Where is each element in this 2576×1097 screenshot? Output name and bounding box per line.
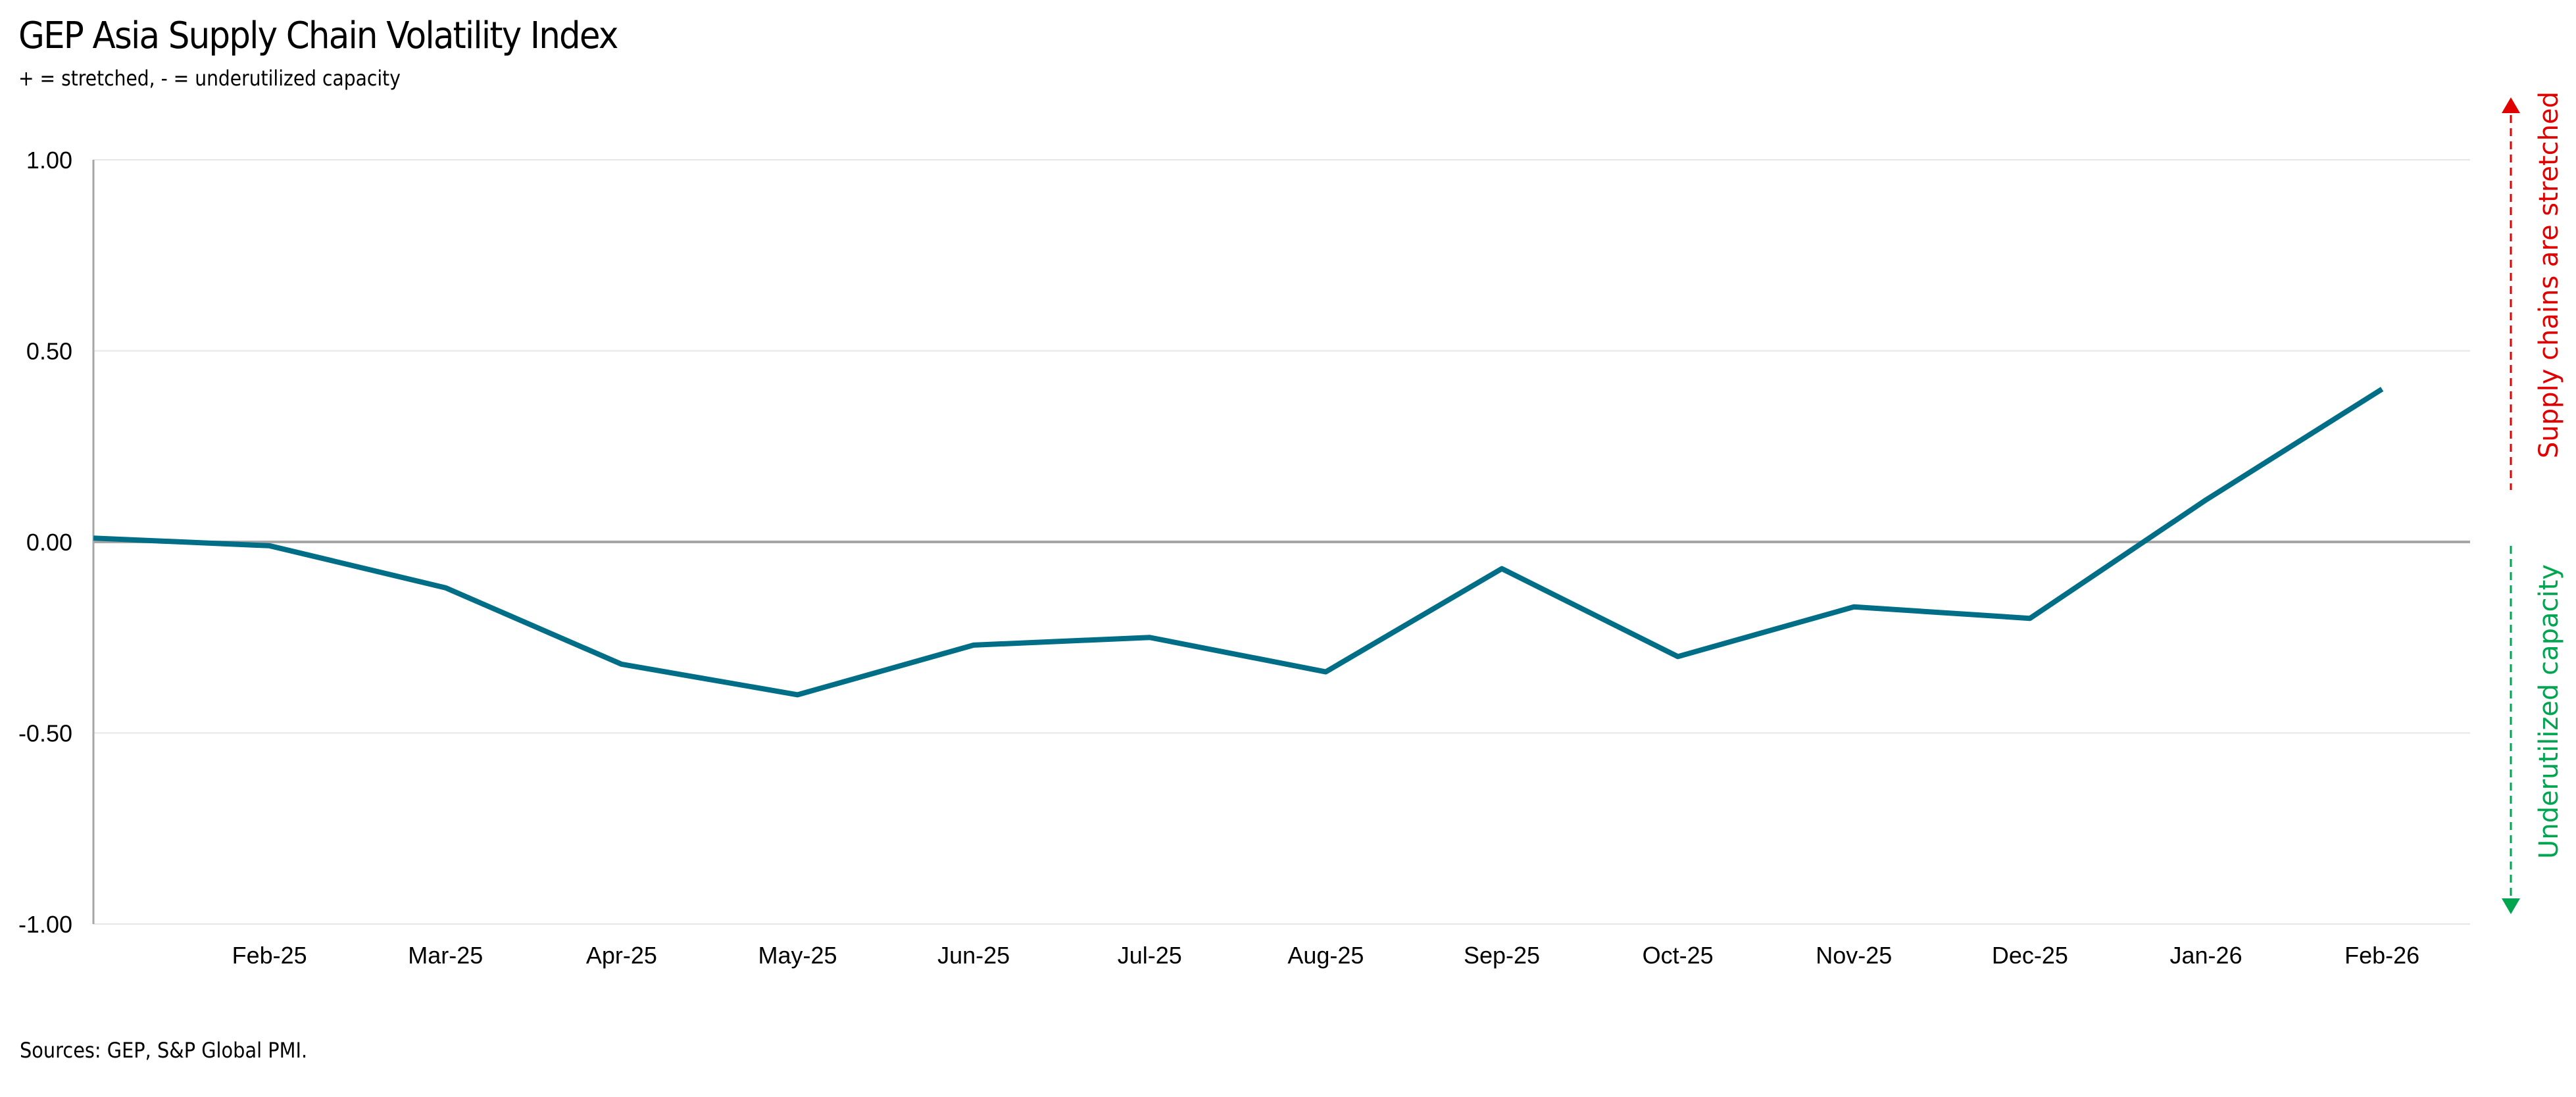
chart-title: GEP Asia Supply Chain Volatility Index: [18, 14, 618, 57]
down-arrow-icon: [2502, 898, 2520, 914]
x-tick-label: Jul-25: [1118, 942, 1182, 969]
y-tick-label: 0.50: [26, 338, 72, 365]
y-tick-label: 0.00: [26, 529, 72, 556]
underutilized-label: Underutilized capacity: [2534, 564, 2564, 859]
x-tick-label: Nov-25: [1816, 942, 1892, 969]
x-tick-label: May-25: [758, 942, 837, 969]
x-tick-label: Feb-26: [2344, 942, 2419, 969]
x-tick-label: Dec-25: [1992, 942, 2068, 969]
series-line: [93, 387, 2384, 698]
y-tick-label: -0.50: [18, 720, 72, 747]
x-tick-label: Apr-25: [586, 942, 657, 969]
x-tick-label: Mar-25: [408, 942, 483, 969]
up-arrow-icon: [2502, 97, 2520, 113]
y-tick-label: -1.00: [18, 911, 72, 938]
x-tick-label: Jan-26: [2170, 942, 2242, 969]
x-tick-label: Oct-25: [1643, 942, 1714, 969]
source-note: Sources: GEP, S&P Global PMI.: [20, 1038, 308, 1063]
chart-subtitle: + = stretched, - = underutilized capacit…: [18, 66, 401, 91]
x-tick-label: Sep-25: [1464, 942, 1540, 969]
x-tick-label: Jun-25: [937, 942, 1010, 969]
x-tick-label: Aug-25: [1287, 942, 1364, 969]
y-tick-label: 1.00: [26, 147, 72, 174]
x-tick-label: Feb-25: [232, 942, 307, 969]
stretched-label: Supply chains are stretched: [2534, 91, 2564, 458]
